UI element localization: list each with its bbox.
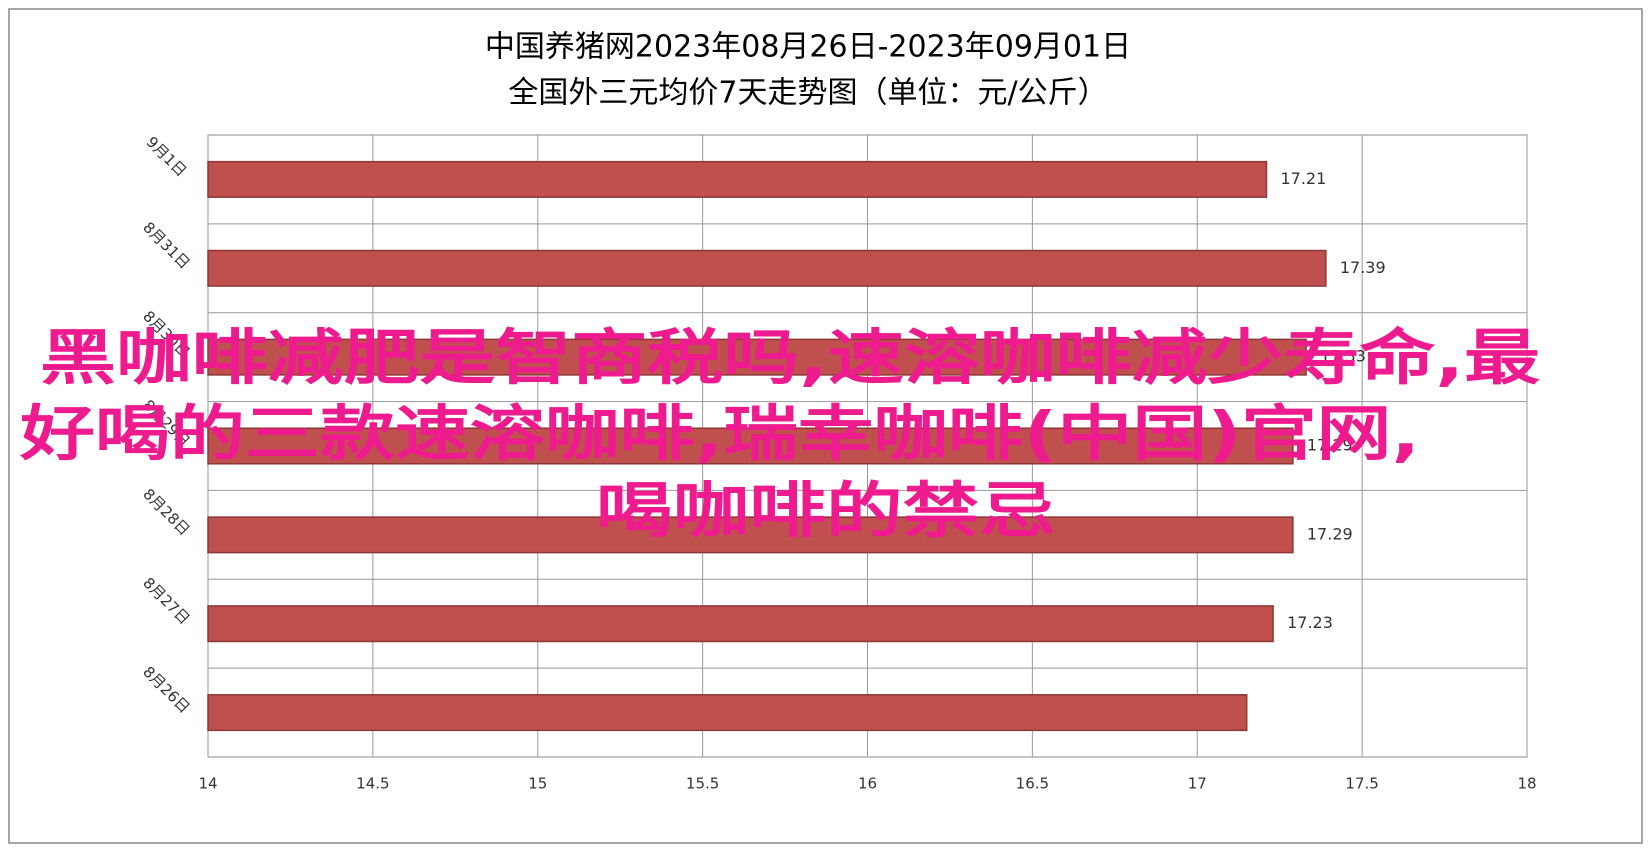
x-tick-label: 17 (1188, 775, 1207, 793)
value-label: 17.23 (1287, 613, 1333, 632)
value-label: 17.29 (1307, 436, 1353, 455)
x-tick-label: 18 (1517, 775, 1536, 793)
x-tick-label: 15 (528, 775, 547, 793)
value-label: 17.29 (1307, 524, 1353, 543)
value-label: 17.39 (1340, 258, 1386, 277)
overlay-text: 好喝的三款速溶咖啡,瑞幸咖啡(中国)官网, (19, 400, 1420, 470)
bar (207, 605, 1274, 643)
bar (207, 338, 1307, 376)
bar (207, 516, 1294, 554)
x-tick-label: 14.5 (356, 775, 389, 793)
overlay-text: 喝咖啡的禁忌 (596, 477, 1056, 547)
bar (207, 160, 1268, 198)
chart-title: 中国养猪网2023年08月26日-2023年09月01日 (485, 30, 1131, 65)
bar (207, 249, 1327, 287)
value-label: 17.21 (1280, 169, 1326, 188)
x-tick-label: 17.5 (1345, 775, 1378, 793)
overlay-text: 黑咖啡减肥是智商税吗,速溶咖啡减少寿命,最 (40, 324, 1540, 394)
x-tick-label: 16.5 (1016, 775, 1049, 793)
x-tick-label: 15.5 (686, 775, 719, 793)
value-label: 17.33 (1320, 347, 1366, 366)
chart-subtitle: 全国外三元均价7天走势图（单位：元/公斤） (508, 76, 1107, 111)
x-tick-label: 16 (858, 775, 877, 793)
bar (207, 427, 1294, 465)
x-tick-label: 14 (198, 775, 217, 793)
bar (207, 694, 1248, 732)
